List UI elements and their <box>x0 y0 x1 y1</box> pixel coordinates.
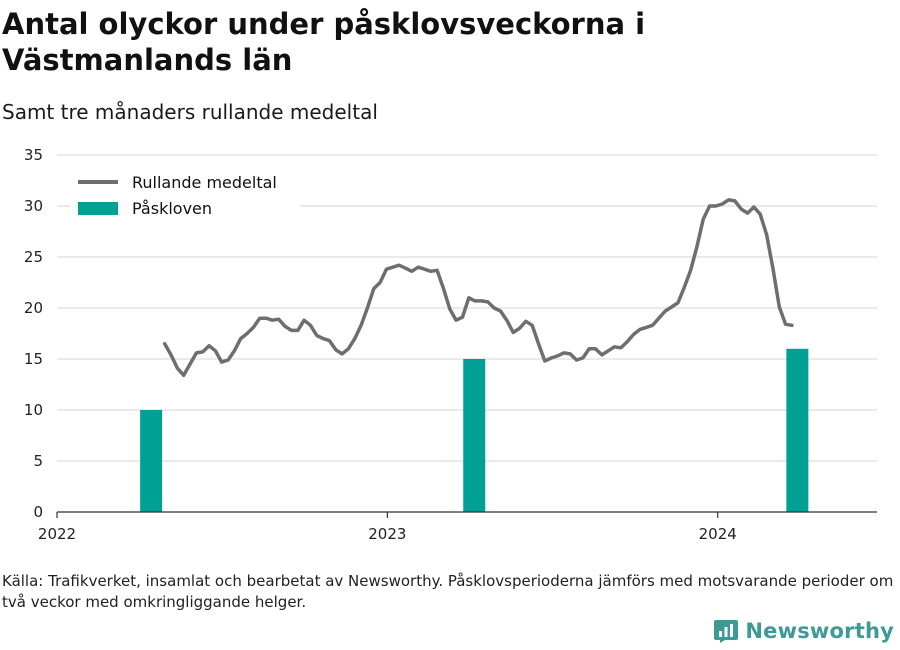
y-tick-label: 5 <box>33 452 43 470</box>
brand-logo[interactable]: Newsworthy <box>713 618 894 644</box>
chart-title: Antal olyckor under påsklovsveckorna i V… <box>2 7 646 77</box>
legend: Rullande medeltal Påskloven <box>70 165 300 223</box>
y-tick-label: 15 <box>24 350 43 368</box>
y-tick-label: 20 <box>24 299 43 317</box>
y-tick-label: 10 <box>24 401 43 419</box>
x-tick-label: 2022 <box>38 525 76 543</box>
rolling-mean-line <box>162 198 794 378</box>
legend-bar-swatch <box>78 202 118 215</box>
bar-easter-0 <box>140 410 163 512</box>
x-tick-label: 2024 <box>699 525 737 543</box>
y-tick-label: 25 <box>24 248 43 266</box>
bar-easter-1 <box>463 359 486 512</box>
bars <box>140 348 809 512</box>
chart-area: 0 5 10 15 20 25 30 35 2022 2023 2024 Rullande mede… <box>24 146 877 543</box>
newsworthy-logo-icon <box>714 620 739 643</box>
bar-easter-2 <box>786 348 809 512</box>
y-tick-label: 35 <box>24 146 43 164</box>
y-tick-label: 0 <box>33 503 43 521</box>
legend-label-easter: Påskloven <box>132 199 212 218</box>
x-tick-label: 2023 <box>368 525 406 543</box>
brand-name: Newsworthy <box>745 619 894 643</box>
legend-label-rolling-mean: Rullande medeltal <box>132 173 277 192</box>
source-note: Källa: Trafikverket, insamlat och bearbe… <box>2 572 894 611</box>
y-tick-label: 30 <box>24 197 43 215</box>
line-series <box>162 198 794 378</box>
axes: 0 5 10 15 20 25 30 35 2022 2023 2024 <box>24 146 877 543</box>
chart-subtitle: Samt tre månaders rullande medeltal <box>2 100 378 124</box>
